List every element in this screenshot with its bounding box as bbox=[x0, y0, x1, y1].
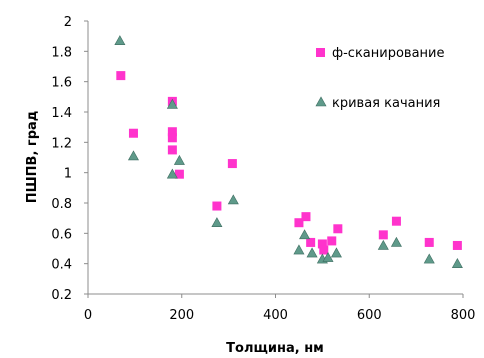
y-axis-title: ПШПВ, град bbox=[25, 111, 40, 204]
series-0 bbox=[116, 71, 462, 255]
data-point-square bbox=[333, 224, 343, 234]
y-ticks: 0.2 0.4 0.6 0.8 1 1.2 1.4 1.6 1.8 2 bbox=[51, 15, 88, 303]
data-point-triangle bbox=[306, 247, 318, 258]
data-point-triangle bbox=[211, 217, 223, 228]
legend-marker-triangle bbox=[315, 96, 327, 107]
y-tick-label: 1.8 bbox=[51, 45, 72, 60]
x-tick-label: 600 bbox=[357, 308, 382, 323]
y-tick-label: 1.6 bbox=[51, 76, 72, 91]
data-point-triangle bbox=[293, 244, 305, 255]
data-point-triangle bbox=[173, 154, 185, 165]
y-tick-label: 2 bbox=[64, 15, 72, 30]
legend-label-phi-scan: ф-сканирование bbox=[332, 46, 445, 61]
y-tick-label: 1 bbox=[64, 167, 72, 182]
data-point-square bbox=[306, 237, 316, 247]
data-point-square bbox=[128, 128, 138, 138]
data-point-triangle bbox=[166, 98, 178, 109]
x-axis-title: Толщина, нм bbox=[226, 341, 324, 356]
data-point-square bbox=[391, 216, 401, 226]
x-tick-label: 0 bbox=[84, 308, 92, 323]
data-point-square bbox=[327, 236, 337, 246]
y-tick-label: 1.2 bbox=[51, 136, 72, 151]
legend-item-rocking-curve: кривая качания bbox=[315, 96, 440, 111]
legend: ф-сканирование кривая качания bbox=[315, 46, 445, 111]
data-point-square bbox=[301, 212, 311, 222]
data-point-square bbox=[452, 240, 462, 250]
data-point-triangle bbox=[227, 194, 239, 205]
data-point-triangle bbox=[114, 35, 126, 46]
data-point-square bbox=[174, 169, 184, 179]
data-point-square bbox=[116, 71, 126, 81]
x-tick-label: 800 bbox=[451, 308, 476, 323]
data-point-triangle bbox=[127, 150, 139, 161]
y-tick-label: 0.4 bbox=[51, 258, 72, 273]
y-tick-label: 0.8 bbox=[51, 197, 72, 212]
data-point-square bbox=[167, 145, 177, 155]
data-point-triangle bbox=[390, 236, 402, 247]
data-point-triangle bbox=[423, 253, 435, 264]
data-point-triangle bbox=[451, 258, 463, 268]
data-point-triangle bbox=[166, 168, 178, 179]
data-point-square bbox=[167, 133, 177, 143]
data-point-triangle bbox=[299, 229, 311, 240]
legend-label-rocking-curve: кривая качания bbox=[332, 96, 440, 111]
legend-item-phi-scan: ф-сканирование bbox=[316, 46, 445, 61]
plot-area: 0 200 400 600 800 0.2 0.4 0.6 0.8 1 1.2 1.4 1.6 1.8 2 bbox=[51, 15, 475, 323]
data-point-triangle bbox=[377, 239, 389, 250]
y-tick-label: 1.4 bbox=[51, 106, 72, 121]
data-point-square bbox=[167, 127, 177, 137]
x-tick-label: 400 bbox=[263, 308, 288, 323]
data-point-square bbox=[317, 239, 327, 249]
data-point-square bbox=[294, 218, 304, 228]
data-point-square bbox=[378, 230, 388, 240]
x-tick-label: 200 bbox=[169, 308, 194, 323]
data-point-triangle bbox=[322, 251, 334, 262]
data-points bbox=[114, 35, 463, 268]
legend-marker-square bbox=[316, 48, 325, 57]
data-point-triangle bbox=[330, 247, 342, 258]
series-1 bbox=[114, 35, 463, 268]
data-point-square bbox=[319, 245, 329, 255]
data-point-square bbox=[424, 237, 434, 247]
data-point-square bbox=[212, 201, 222, 211]
y-tick-label: 0.6 bbox=[51, 227, 72, 242]
data-point-square bbox=[227, 159, 237, 169]
x-ticks: 0 200 400 600 800 bbox=[84, 294, 476, 323]
y-tick-label: 0.2 bbox=[51, 288, 72, 303]
